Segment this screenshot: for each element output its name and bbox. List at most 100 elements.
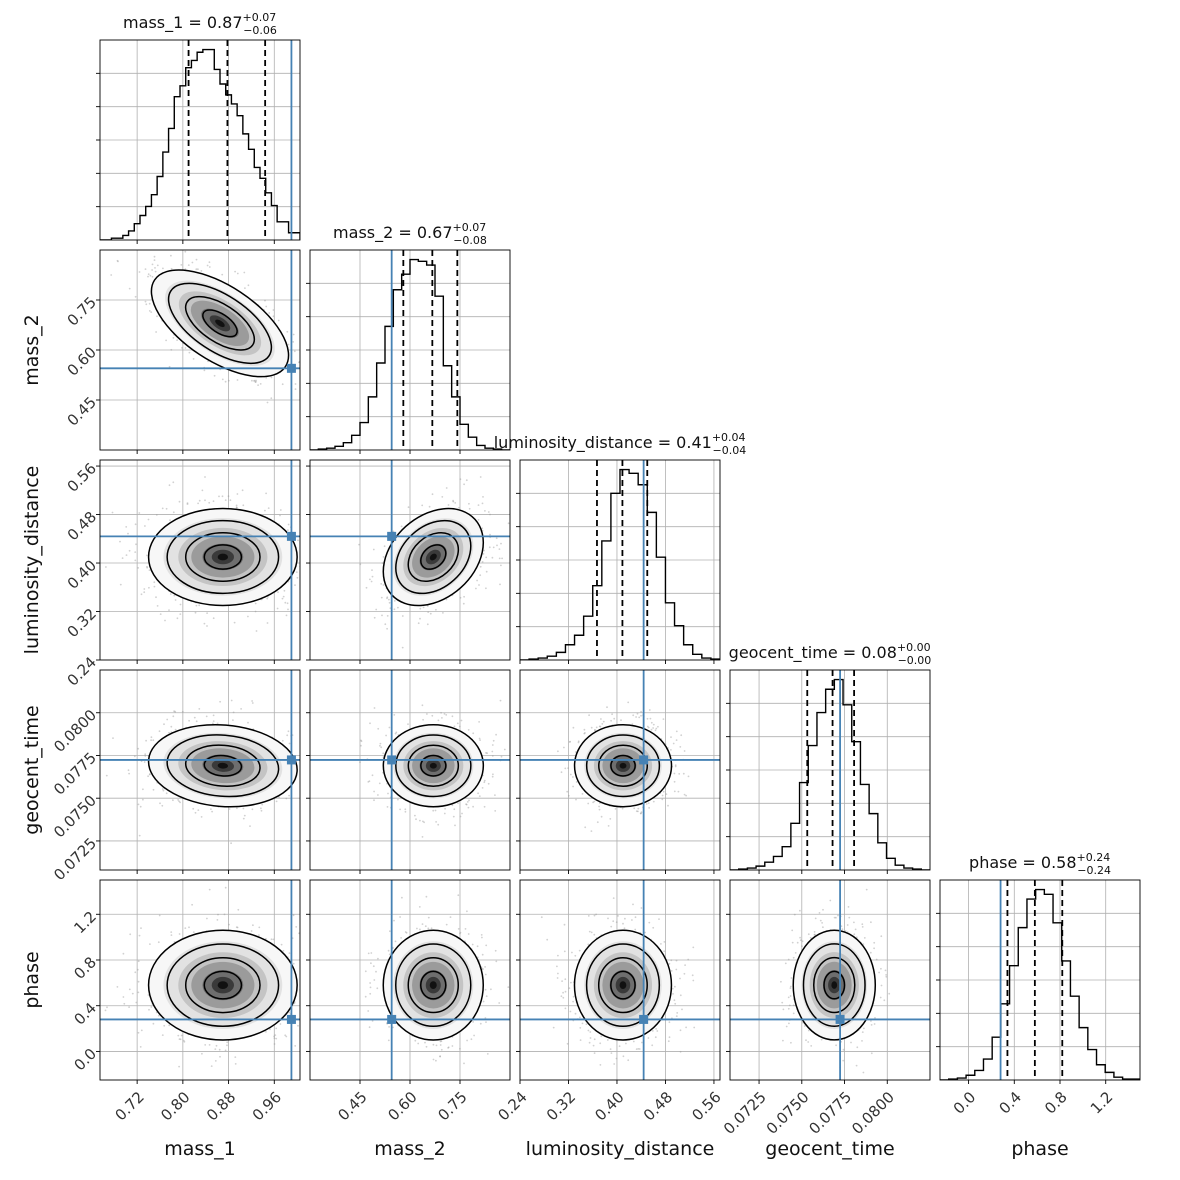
scatter-point (111, 511, 114, 514)
scatter-point (560, 771, 563, 774)
scatter-point (146, 554, 148, 557)
scatter-point (117, 260, 119, 263)
hist-mass_2 (310, 258, 510, 450)
scatter-point (329, 548, 331, 550)
scatter-point (443, 812, 446, 815)
contour (407, 532, 460, 583)
scatter-point (388, 601, 391, 604)
scatter-point (298, 932, 300, 935)
scatter-point (673, 780, 676, 783)
scatter-point (192, 358, 195, 360)
scatter-point (479, 574, 482, 577)
scatter-point (161, 1034, 164, 1036)
scatter-point (385, 734, 387, 737)
scatter-point (683, 793, 686, 796)
scatter-point (140, 1029, 143, 1032)
scatter-point (159, 802, 161, 805)
scatter-point (150, 736, 153, 739)
scatter-point (478, 584, 480, 586)
scatter-point (399, 808, 401, 811)
scatter-point (498, 548, 501, 550)
scatter-point (407, 723, 409, 725)
scatter-point (208, 888, 211, 891)
scatter-point (145, 303, 148, 306)
scatter-point (454, 824, 456, 827)
scatter-point (401, 646, 404, 649)
scatter-point (421, 504, 424, 507)
contour (203, 754, 243, 777)
scatter-point (680, 734, 683, 737)
scatter-point (143, 761, 146, 763)
scatter-point (162, 789, 165, 792)
scatter-point (152, 739, 155, 742)
scatter-point (144, 753, 147, 756)
scatter-point (386, 597, 388, 600)
scatter-point (472, 805, 474, 808)
pair-content (100, 880, 300, 1080)
scatter-point (662, 718, 665, 720)
scatter-point (479, 565, 482, 568)
scatter-point (161, 804, 164, 807)
scatter-point (414, 814, 416, 817)
scatter-point (203, 622, 206, 625)
scatter-point (286, 330, 289, 333)
scatter-point (259, 383, 262, 385)
scatter-point (287, 608, 289, 611)
scatter-point (652, 800, 655, 803)
hist-grid (310, 250, 510, 450)
scatter-point (478, 737, 481, 740)
scatter-point (148, 1008, 150, 1011)
scatter-point (500, 542, 502, 545)
contour (184, 744, 261, 787)
scatter-point (443, 713, 446, 715)
scatter-point (452, 815, 455, 818)
scatter-point (632, 714, 635, 717)
scatter-point (492, 546, 495, 549)
scatter-point (288, 742, 291, 745)
scatter-point (275, 1027, 278, 1030)
scatter-point (138, 271, 141, 273)
scatter-point (682, 772, 685, 775)
truth-marker (387, 531, 397, 541)
scatter-point (457, 802, 459, 804)
scatter-point (650, 721, 653, 724)
scatter-point (294, 584, 296, 586)
scatter-point (292, 333, 295, 336)
scatter-point (171, 247, 173, 249)
scatter-point (254, 610, 257, 613)
scatter-point (137, 803, 140, 806)
scatter-point (147, 775, 150, 778)
scatter-point (587, 802, 590, 805)
scatter-point (165, 507, 168, 510)
scatter-point (592, 801, 594, 804)
scatter-point (208, 501, 211, 504)
scatter-point (172, 799, 174, 802)
scatter-point (407, 506, 410, 509)
scatter-point (478, 795, 481, 797)
scatter-point (318, 736, 320, 738)
scatter-point (144, 525, 146, 527)
scatter-point (133, 755, 136, 758)
scatter-point (338, 546, 340, 548)
scatter-point (419, 819, 421, 822)
scatter-point (205, 715, 208, 718)
scatter-point (172, 481, 175, 484)
scatter-point (242, 817, 245, 820)
scatter-point (367, 781, 370, 783)
scatter-point (378, 782, 381, 785)
scatter-point (620, 719, 622, 722)
scatter-point (454, 502, 457, 504)
scatter-point (164, 619, 166, 622)
scatter-point (148, 310, 151, 312)
contour (167, 282, 273, 365)
scatter-point (566, 790, 569, 793)
scatter-point (319, 771, 321, 773)
scatter-point (281, 383, 284, 386)
contour (382, 723, 485, 808)
scatter-point (148, 773, 151, 776)
density-level (217, 762, 229, 769)
scatter-point (236, 379, 239, 381)
scatter-point (149, 274, 152, 277)
scatter-point (359, 563, 362, 566)
scatter-point (284, 601, 287, 604)
